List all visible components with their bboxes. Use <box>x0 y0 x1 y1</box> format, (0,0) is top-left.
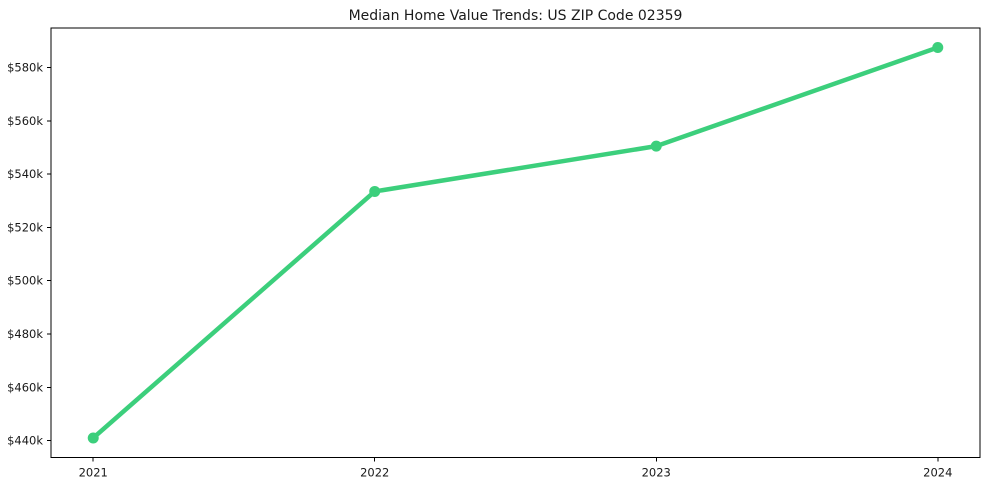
data-point-marker <box>87 432 99 444</box>
y-tick-label: $580k <box>7 61 43 75</box>
plot-border <box>50 27 981 458</box>
x-tick-label: 2021 <box>79 466 108 480</box>
y-tick-label: $460k <box>7 380 43 394</box>
x-tick-label: 2024 <box>923 466 952 480</box>
y-tick-label: $440k <box>7 434 43 448</box>
y-tick-label: $480k <box>7 327 43 341</box>
x-tick-label: 2023 <box>642 466 671 480</box>
x-tick-label: 2022 <box>360 466 389 480</box>
y-tick-label: $520k <box>7 220 43 234</box>
y-tick-label: $540k <box>7 167 43 181</box>
y-tick-label: $560k <box>7 114 43 128</box>
trend-line <box>90 45 941 441</box>
data-point-marker <box>932 42 944 54</box>
y-tick-label: $500k <box>7 274 43 288</box>
data-point-marker <box>369 185 381 197</box>
data-point-marker <box>650 140 662 152</box>
chart-title: Median Home Value Trends: US ZIP Code 02… <box>348 8 683 24</box>
